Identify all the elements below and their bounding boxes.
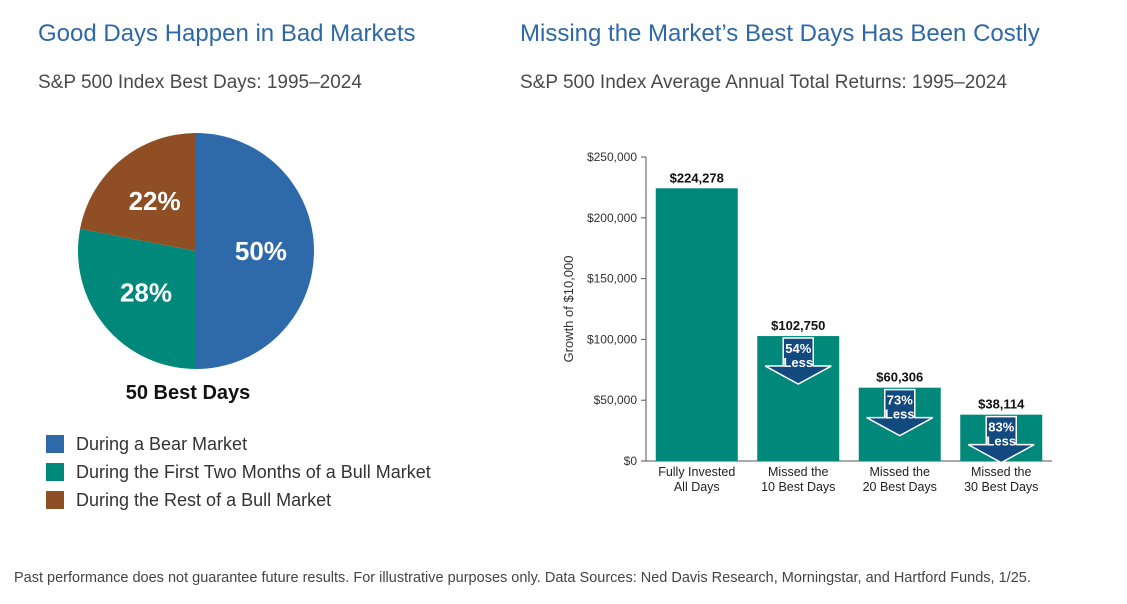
pie-slice-during-a-bear-market: [196, 133, 314, 369]
pie-slice-label-during-a-bear-market: 50%: [235, 236, 287, 266]
legend-item-bear-market: During a Bear Market: [46, 430, 431, 458]
arrow-annotation-label: 83%: [988, 420, 1014, 435]
x-tick-label: Fully Invested: [658, 465, 735, 479]
footnote: Past performance does not guarantee futu…: [14, 570, 1031, 586]
x-tick-label: 10 Best Days: [761, 480, 835, 494]
bar-value-label: $38,114: [978, 397, 1025, 412]
bar-value-label: $224,278: [670, 170, 724, 185]
down-arrow-icon: [764, 337, 832, 385]
pie-chart: 50% 28% 22%: [77, 133, 314, 369]
pie-slice-label-during-the-rest-of-a-bull-market: 22%: [129, 186, 181, 216]
arrow-annotation-label: Less: [783, 355, 813, 370]
x-tick-label: 30 Best Days: [964, 480, 1038, 494]
x-tick-label: All Days: [674, 480, 720, 494]
left-chart-title: Good Days Happen in Bad Markets: [38, 20, 416, 47]
pie-caption: 50 Best Days: [125, 382, 251, 404]
legend-item-first-two-months: During the First Two Months of a Bull Ma…: [46, 458, 431, 486]
arrow-annotation-label: Less: [885, 407, 915, 422]
left-chart-subtitle: S&P 500 Index Best Days: 1995–2024: [38, 72, 362, 93]
x-tick-label: Missed the: [768, 465, 828, 479]
x-tick-label: Missed the: [870, 465, 930, 479]
arrow-annotation-label: Less: [986, 434, 1016, 449]
down-arrow-icon: [866, 388, 934, 437]
arrow-annotation-label: 54%: [785, 341, 811, 356]
right-chart-title: Missing the Market’s Best Days Has Been …: [520, 20, 1040, 47]
y-tick-label: $150,000: [587, 272, 637, 286]
y-tick-label: $200,000: [587, 211, 637, 225]
bar-chart: $0 $50,000 $100,000 $150,000 $200,000 $250,00…: [561, 150, 1052, 494]
pie-slice-during-the-first-two-months-of-a-bull-market: [77, 228, 196, 369]
x-tick-label: 20 Best Days: [863, 480, 937, 494]
legend-swatch-first-two-months: [46, 463, 64, 481]
right-chart-subtitle: S&P 500 Index Average Annual Total Retur…: [520, 72, 1007, 93]
bar-value-label: $60,306: [876, 370, 923, 385]
legend-label-rest-of-bull: During the Rest of a Bull Market: [76, 489, 332, 510]
legend-label-first-two-months: During the First Two Months of a Bull Ma…: [76, 461, 431, 482]
bar-value-label: $102,750: [771, 318, 825, 333]
y-tick-label: $50,000: [594, 393, 638, 407]
legend-item-rest-of-bull: During the Rest of a Bull Market: [46, 486, 431, 514]
y-axis-title: Growth of $10,000: [561, 256, 576, 363]
legend-label-bear: During a Bear Market: [76, 433, 248, 454]
y-tick-label: $0: [624, 454, 638, 468]
legend-swatch-bear: [46, 435, 64, 453]
down-arrow-icon: [967, 415, 1035, 464]
legend-swatch-rest-of-bull: [46, 491, 64, 509]
y-tick-label: $250,000: [587, 150, 637, 164]
bar: [655, 188, 738, 461]
y-tick-label: $100,000: [587, 332, 637, 346]
x-tick-label: Missed the: [971, 465, 1031, 479]
arrow-annotation-label: 73%: [887, 393, 913, 408]
pie-slice-during-the-rest-of-a-bull-market: [80, 133, 196, 251]
pie-slice-label-during-the-first-two-months-of-a-bull-market: 28%: [120, 277, 172, 307]
pie-legend: During a Bear Market During the First Tw…: [46, 430, 431, 514]
